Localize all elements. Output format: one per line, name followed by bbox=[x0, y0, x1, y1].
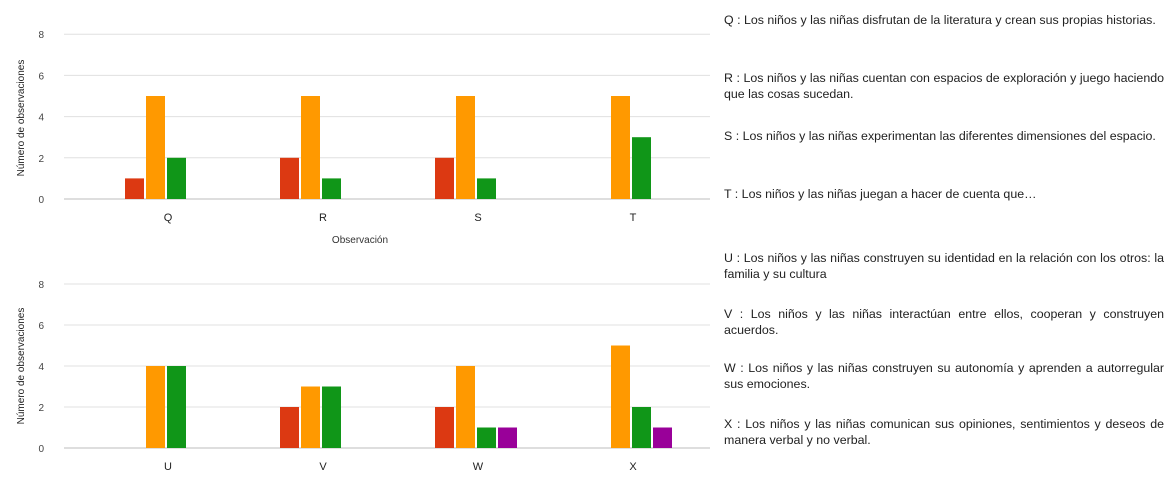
bar bbox=[301, 386, 320, 448]
charts-area: 0 2 4 6 8 Número de observaciones Q R S T Observac… bbox=[16, 30, 710, 473]
bar bbox=[611, 96, 630, 199]
y-tick-label: 0 bbox=[38, 444, 44, 455]
y-tick-label: 2 bbox=[38, 154, 44, 165]
category-label: X bbox=[629, 461, 637, 473]
category-label: S bbox=[474, 212, 481, 224]
bar bbox=[456, 366, 475, 448]
bar bbox=[167, 157, 186, 199]
y-tick-label: 8 bbox=[38, 280, 44, 291]
x-axis-title: Observación bbox=[332, 235, 388, 246]
bar bbox=[632, 137, 651, 199]
bar bbox=[322, 178, 341, 199]
y-axis-title: Número de observaciones bbox=[16, 308, 27, 425]
bar bbox=[167, 366, 186, 448]
bar bbox=[280, 407, 299, 448]
bar bbox=[477, 178, 496, 199]
bar bbox=[322, 386, 341, 448]
legend-item-s: S : Los niños y las niñas experimentan l… bbox=[724, 129, 1156, 143]
legend-item-r: R : Los niños y las niñas cuentan con es… bbox=[724, 71, 1164, 101]
bar bbox=[456, 96, 475, 199]
bar bbox=[498, 427, 517, 448]
y-tick-label: 4 bbox=[38, 362, 44, 373]
category-label: V bbox=[319, 461, 327, 473]
bar bbox=[435, 407, 454, 448]
legend-item-w: W : Los niños y las niñas construyen su … bbox=[724, 361, 1164, 391]
y-axis-title: Número de observaciones bbox=[16, 60, 27, 177]
category-label: R bbox=[319, 212, 327, 224]
legend-item-u: U : Los niños y las niñas construyen su … bbox=[724, 251, 1164, 281]
category-label: Q bbox=[164, 212, 173, 224]
y-tick-label: 2 bbox=[38, 403, 44, 414]
y-tick-label: 0 bbox=[38, 195, 44, 206]
legend-item-t: T : Los niños y las niñas juegan a hacer… bbox=[724, 187, 1037, 201]
legend-item-x: X : Los niños y las niñas comunican sus … bbox=[724, 417, 1164, 447]
y-tick-label: 4 bbox=[38, 113, 44, 124]
bar bbox=[146, 96, 165, 199]
bar bbox=[280, 157, 299, 199]
y-tick-label: 6 bbox=[38, 321, 44, 332]
category-label: T bbox=[630, 212, 637, 224]
bar bbox=[435, 157, 454, 199]
category-label: W bbox=[473, 461, 484, 473]
top-bar-chart: 0 2 4 6 8 Número de observaciones Q R S T Observac… bbox=[16, 30, 710, 246]
category-label: U bbox=[164, 461, 172, 473]
bottom-bar-chart: 0 2 4 6 8 Número de observaciones U V W X bbox=[16, 280, 710, 473]
y-tick-label: 8 bbox=[38, 30, 44, 41]
legend-item-q: Q : Los niños y las niñas disfrutan de l… bbox=[724, 13, 1156, 27]
y-tick-label: 6 bbox=[38, 71, 44, 82]
category-legend: Q : Los niños y las niñas disfrutan de l… bbox=[724, 0, 1168, 477]
bar bbox=[611, 345, 630, 448]
bar bbox=[477, 427, 496, 448]
bar bbox=[301, 96, 320, 199]
bar bbox=[146, 366, 165, 448]
legend-item-v: V : Los niños y las niñas interactúan en… bbox=[724, 307, 1164, 337]
bar bbox=[632, 407, 651, 448]
bar bbox=[653, 427, 672, 448]
bar bbox=[125, 178, 144, 199]
